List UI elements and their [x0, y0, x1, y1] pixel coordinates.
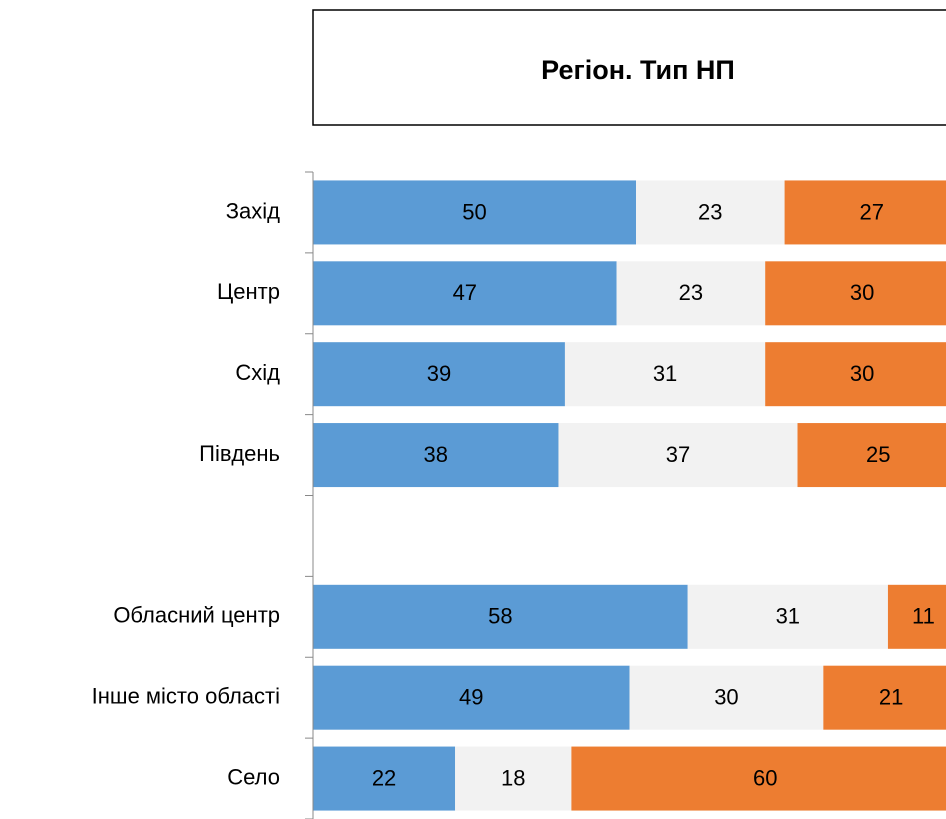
bar-segment: [313, 584, 688, 649]
data-label: 27: [860, 199, 884, 224]
y-tick-label: Південь: [199, 441, 280, 466]
data-label: 58: [488, 604, 512, 629]
bar-segment: [313, 423, 559, 488]
y-tick-label: Центр: [217, 279, 280, 304]
bar-segment: [558, 423, 798, 488]
data-label: 39: [427, 361, 451, 386]
bar-segment: [636, 180, 785, 245]
bar-segment: [313, 180, 636, 245]
data-label: 37: [666, 442, 690, 467]
y-tick-label: Схід: [235, 360, 280, 385]
bar-segment: [616, 261, 766, 326]
data-label: 11: [912, 604, 935, 629]
data-label: 50: [462, 199, 486, 224]
bar-segment: [765, 342, 946, 407]
bar-segment: [784, 180, 946, 245]
data-label: 23: [698, 199, 722, 224]
data-label: 25: [866, 442, 890, 467]
data-label: 18: [501, 765, 525, 790]
bar-segment: [313, 665, 630, 730]
bar-segment: [823, 665, 946, 730]
data-label: 30: [850, 361, 874, 386]
bar-segment: [765, 261, 946, 326]
bar-segment: [887, 584, 946, 649]
bar-segment: [571, 746, 946, 811]
data-label: 31: [776, 604, 800, 629]
bar-segment: [313, 261, 617, 326]
data-label: 30: [714, 685, 738, 710]
data-label: 60: [753, 765, 777, 790]
bar-segment: [455, 746, 572, 811]
bar-segment: [313, 342, 565, 407]
y-tick-label: Обласний центр: [113, 603, 280, 628]
y-tick-label: Інше місто області: [92, 684, 280, 709]
bar-segment: [313, 746, 456, 811]
title-box: [312, 9, 946, 126]
bar-segment: [629, 665, 824, 730]
data-label: 47: [453, 280, 477, 305]
bar-segment: [564, 342, 766, 407]
y-tick-label: Село: [227, 764, 280, 789]
data-label: 23: [679, 280, 703, 305]
bar-segment: [797, 423, 946, 488]
chart-title: Регіон. Тип НП: [541, 55, 735, 85]
data-label: 49: [459, 685, 483, 710]
data-label: 30: [850, 280, 874, 305]
data-label: 38: [423, 442, 447, 467]
data-label: 22: [372, 765, 396, 790]
data-label: 31: [653, 361, 677, 386]
y-tick-label: Захід: [226, 198, 280, 223]
bar-segment: [687, 584, 888, 649]
data-label: 21: [879, 685, 903, 710]
